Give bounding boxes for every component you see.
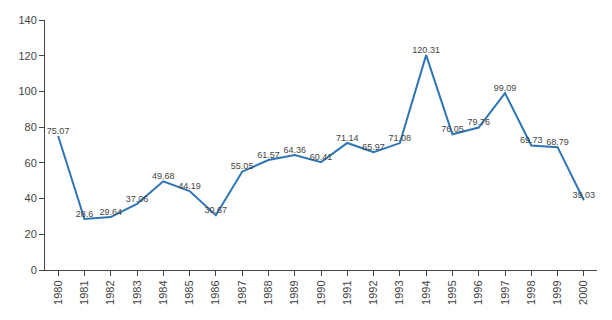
svg-text:120.31: 120.31 [412,45,440,55]
svg-text:61.57: 61.57 [257,150,280,160]
svg-text:100: 100 [18,85,36,97]
svg-text:1981: 1981 [78,280,90,304]
svg-text:20: 20 [25,228,37,240]
svg-text:71.08: 71.08 [389,133,412,143]
svg-text:39.03: 39.03 [573,190,596,200]
svg-text:1987: 1987 [236,280,248,304]
svg-text:1990: 1990 [315,280,327,304]
svg-text:69.73: 69.73 [520,135,543,145]
svg-text:1983: 1983 [131,280,143,304]
svg-text:37.06: 37.06 [126,194,149,204]
svg-text:1982: 1982 [104,280,116,304]
svg-text:1996: 1996 [472,280,484,304]
svg-text:0: 0 [31,264,37,276]
svg-text:1986: 1986 [209,280,221,304]
svg-text:1988: 1988 [262,280,274,304]
svg-text:1980: 1980 [52,280,64,304]
svg-text:65.97: 65.97 [362,142,385,152]
svg-text:79.76: 79.76 [467,117,490,127]
svg-text:55.05: 55.05 [231,161,254,171]
svg-text:68.79: 68.79 [546,137,569,147]
svg-text:60: 60 [25,157,37,169]
svg-text:80: 80 [25,121,37,133]
svg-text:1994: 1994 [420,280,432,304]
svg-text:60.41: 60.41 [310,152,333,162]
svg-text:1992: 1992 [367,280,379,304]
svg-text:40: 40 [25,192,37,204]
svg-text:49.68: 49.68 [152,171,175,181]
svg-text:1993: 1993 [393,280,405,304]
svg-text:1985: 1985 [183,280,195,304]
svg-text:64.36: 64.36 [283,145,306,155]
svg-text:2000: 2000 [577,280,589,304]
svg-text:1991: 1991 [341,280,353,304]
svg-text:28.6: 28.6 [76,209,94,219]
svg-text:71.14: 71.14 [336,133,359,143]
svg-text:44.19: 44.19 [178,181,201,191]
svg-text:1989: 1989 [288,280,300,304]
svg-text:75.07: 75.07 [47,126,70,136]
svg-text:1995: 1995 [446,280,458,304]
svg-text:120: 120 [18,50,36,62]
svg-text:1984: 1984 [157,280,169,304]
svg-text:29.64: 29.64 [99,207,122,217]
svg-text:1998: 1998 [525,280,537,304]
svg-text:76.05: 76.05 [441,124,464,134]
svg-text:30.67: 30.67 [205,205,228,215]
svg-text:1997: 1997 [499,280,511,304]
svg-text:1999: 1999 [551,280,563,304]
svg-text:99.09: 99.09 [494,83,517,93]
svg-text:140: 140 [18,14,36,26]
